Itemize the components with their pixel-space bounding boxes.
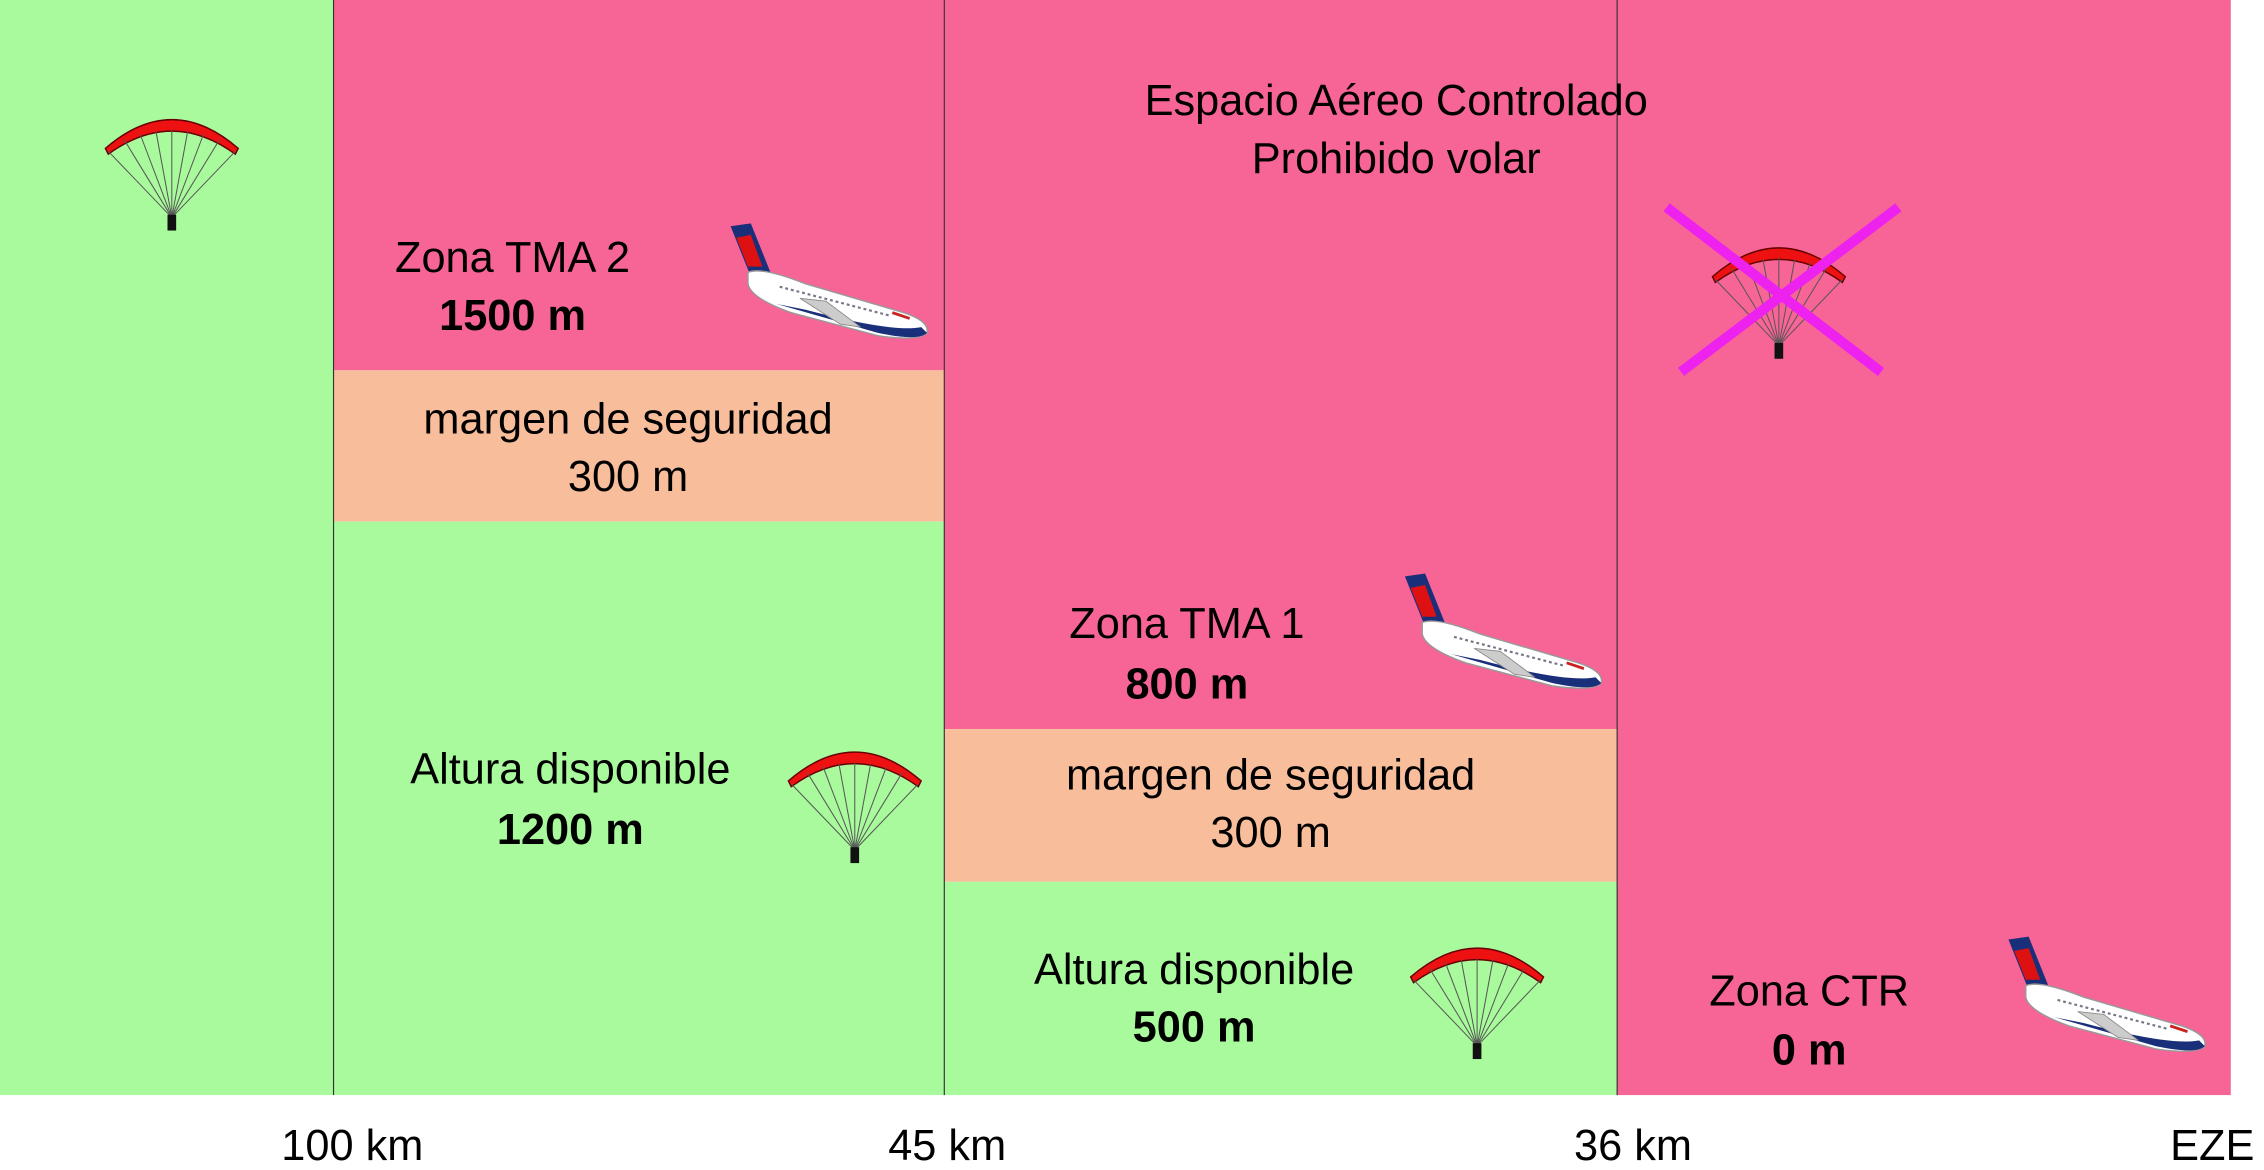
zone-name: Zona CTR bbox=[1709, 968, 1909, 1016]
distance-label: 100 km bbox=[281, 1122, 423, 1170]
boundaries bbox=[332, 0, 1618, 1096]
available-height: 500 m bbox=[1133, 1004, 1256, 1052]
available-zone bbox=[944, 881, 1618, 1096]
available-label: Altura disponible bbox=[1034, 946, 1354, 994]
distance-label: EZE bbox=[2170, 1122, 2254, 1170]
zone-name: Zona TMA 1 bbox=[1069, 600, 1304, 648]
header-line: Prohibido volar bbox=[1252, 135, 1541, 183]
margin-height: 300 m bbox=[568, 453, 688, 501]
distance-label: 36 km bbox=[1574, 1122, 1692, 1170]
header-line: Espacio Aéreo Controlado bbox=[1145, 77, 1648, 125]
ctr-zone bbox=[1617, 0, 2231, 1096]
zone-height: 0 m bbox=[1772, 1027, 1847, 1075]
available-label: Altura disponible bbox=[410, 746, 730, 794]
margin-label: margen de seguridad bbox=[1066, 752, 1475, 800]
margin-zone bbox=[944, 729, 1618, 882]
margin-label: margen de seguridad bbox=[423, 396, 832, 444]
free-zone bbox=[0, 0, 334, 1096]
margin-zone bbox=[333, 370, 945, 522]
forbidden-cross bbox=[1663, 203, 1902, 376]
distance-label: 45 km bbox=[888, 1122, 1006, 1170]
available-height: 1200 m bbox=[497, 806, 644, 854]
tma1-zone bbox=[944, 0, 1618, 730]
available-zone bbox=[333, 521, 945, 1096]
zone-height: 800 m bbox=[1125, 661, 1248, 709]
zone-name: Zona TMA 2 bbox=[395, 234, 630, 282]
margin-height: 300 m bbox=[1210, 809, 1330, 857]
zone-height: 1500 m bbox=[439, 292, 586, 340]
